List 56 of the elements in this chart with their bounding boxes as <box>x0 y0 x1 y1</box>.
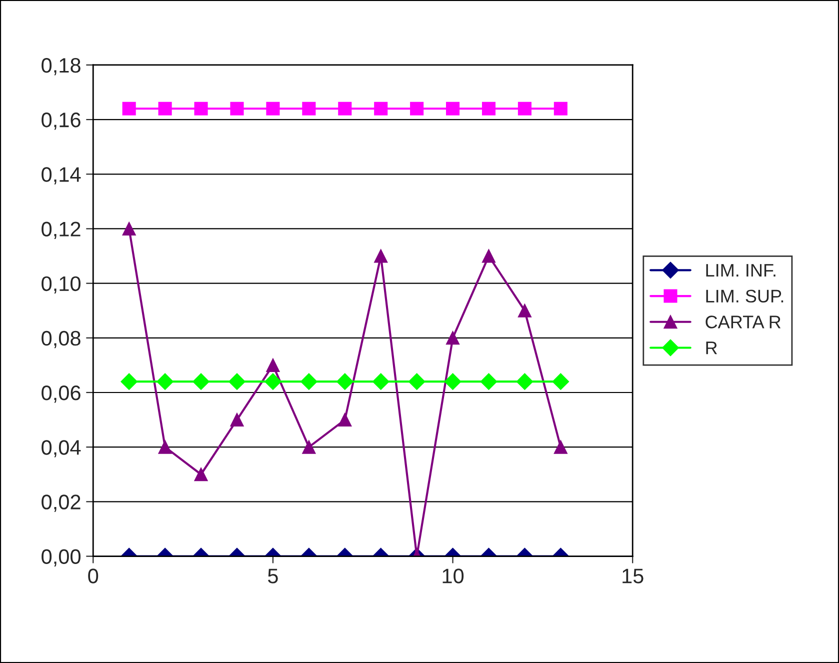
point <box>266 102 280 116</box>
x-tick-label: 15 <box>622 568 644 584</box>
x-tick-label: 5 <box>268 568 278 584</box>
y-tick-label: 0,02 <box>42 494 80 512</box>
y-tick-label: 0,06 <box>42 385 80 403</box>
y-tick-label: 0,18 <box>42 58 80 76</box>
y-tick-label: 0,14 <box>42 167 81 184</box>
y-tick-label: 0,08 <box>42 330 80 348</box>
y-tick-label: 0,04 <box>42 440 81 458</box>
point <box>192 373 210 390</box>
x-tick-label: 10 <box>442 568 464 584</box>
point <box>230 413 244 427</box>
legend-label: LIM. INF. <box>706 264 776 276</box>
legend-label: R <box>706 342 717 354</box>
point <box>230 102 244 116</box>
point <box>408 373 426 390</box>
point <box>338 413 352 427</box>
point <box>554 102 568 116</box>
point <box>372 373 390 390</box>
point <box>264 373 282 390</box>
point <box>482 249 496 263</box>
y-tick-label: 0,00 <box>42 549 81 566</box>
point <box>446 331 460 345</box>
point <box>194 102 208 116</box>
point <box>374 249 388 263</box>
point <box>410 102 424 116</box>
point <box>302 440 316 454</box>
point <box>156 373 174 390</box>
point <box>120 373 138 390</box>
point <box>228 373 246 390</box>
point <box>158 102 172 116</box>
point <box>518 304 532 318</box>
y-tick-label: 0,10 <box>42 276 81 294</box>
y-tick-label: 0,12 <box>42 222 80 239</box>
point <box>444 373 462 390</box>
point <box>374 102 388 116</box>
point <box>122 102 136 116</box>
point <box>482 102 496 116</box>
point <box>302 102 316 116</box>
point <box>194 468 208 482</box>
point <box>158 440 172 454</box>
point <box>446 102 460 116</box>
legend-label: LIM. SUP. <box>706 290 784 303</box>
x-tick-label: 0 <box>88 568 98 584</box>
point <box>516 373 534 390</box>
point <box>266 358 280 372</box>
point <box>122 222 136 236</box>
y-tick-label: 0,16 <box>42 112 80 130</box>
point <box>552 373 570 390</box>
point <box>300 373 318 390</box>
point <box>338 102 352 116</box>
point <box>480 373 498 390</box>
legend-label: CARTA R <box>706 316 781 328</box>
point <box>336 373 354 390</box>
point <box>554 440 568 454</box>
point <box>518 102 532 116</box>
